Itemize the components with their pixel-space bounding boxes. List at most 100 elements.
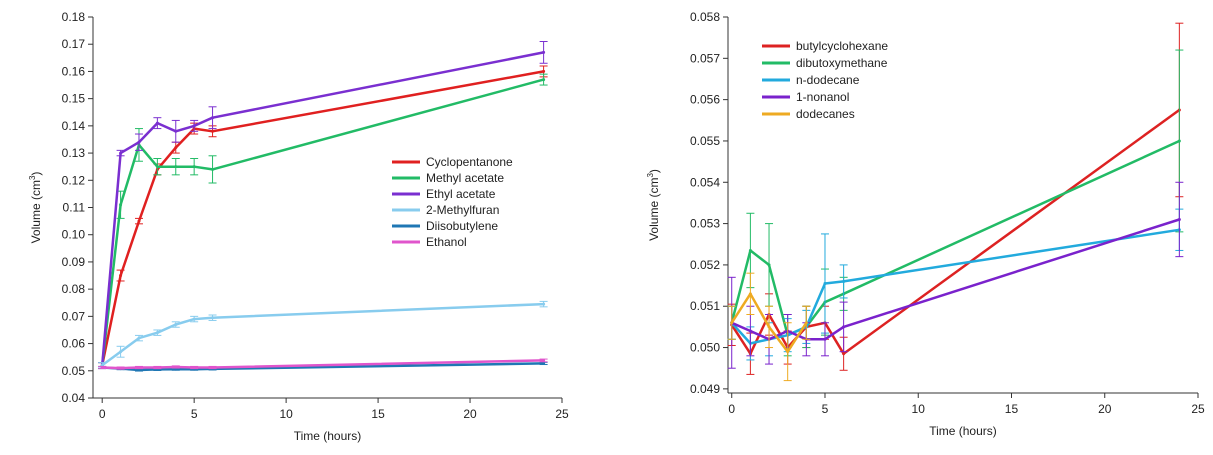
left-y-tick-label: 0.12 (62, 173, 86, 187)
left-y-tick-label: 0.05 (62, 364, 86, 378)
left-data-point (119, 203, 123, 207)
left-data-point (137, 219, 141, 223)
right-y-tick-label: 0.057 (690, 51, 720, 65)
chart-left: 0 5 10 15 20 25 0.04 0.05 0.06 0.07 0.08 0.09 0.10 0.… (28, 10, 569, 443)
left-data-point (137, 368, 141, 372)
left-series-5 (98, 358, 548, 370)
left-legend-label: Ethanol (426, 235, 467, 249)
right-series-line (730, 228, 1181, 345)
left-legend-label: 2-Methylfuran (426, 203, 499, 217)
right-data-point (823, 282, 827, 286)
right-legend-label: n-dodecane (796, 73, 860, 87)
left-legend-label: Diisobutylene (426, 219, 498, 233)
left-data-point (211, 316, 215, 320)
left-legend-label: Methyl acetate (426, 171, 504, 185)
left-data-point (155, 165, 159, 169)
left-y-tick-label: 0.15 (62, 92, 86, 106)
left-legend-label: Cyclopentanone (426, 155, 513, 169)
left-y-tick-label: 0.14 (62, 119, 86, 133)
left-data-point (137, 336, 141, 340)
left-x-tick-label: 0 (99, 407, 106, 421)
left-data-point (137, 140, 141, 144)
left-x-tick-label: 10 (279, 407, 293, 421)
right-x-tick-label: 5 (822, 402, 829, 416)
right-legend-label: 1-nonanol (796, 90, 849, 104)
left-data-point (100, 366, 104, 370)
left-y-tick-label: 0.13 (62, 146, 86, 160)
right-series-4 (727, 272, 811, 382)
left-data-point (192, 366, 196, 370)
left-series-line (100, 78, 545, 367)
right-data-point (748, 248, 752, 252)
left-data-point (174, 365, 178, 369)
left-data-point (542, 50, 546, 54)
right-legend-label: dodecanes (796, 107, 855, 121)
left-y-tick-label: 0.18 (62, 10, 86, 24)
right-y-tick-label: 0.058 (690, 10, 720, 24)
right-series-line (730, 139, 1181, 337)
right-data-point (748, 292, 752, 296)
right-data-point (823, 337, 827, 341)
left-y-tick-label: 0.04 (62, 391, 86, 405)
right-data-point (767, 325, 771, 329)
left-data-point (119, 366, 123, 370)
right-data-point (1177, 139, 1181, 143)
right-data-point (842, 325, 846, 329)
left-data-point (542, 358, 546, 362)
left-y-tick-label: 0.07 (62, 309, 86, 323)
left-data-point (155, 121, 159, 125)
left-data-point (211, 129, 215, 133)
right-y-tick-label: 0.051 (690, 299, 720, 313)
right-data-point (748, 329, 752, 333)
right-data-point (842, 279, 846, 283)
right-data-point (767, 263, 771, 267)
right-x-tick-label: 15 (1005, 402, 1019, 416)
left-y-tick-label: 0.08 (62, 282, 86, 296)
left-data-point (155, 366, 159, 370)
left-data-point (119, 350, 123, 354)
left-data-point (155, 331, 159, 335)
left-series-0 (98, 65, 548, 369)
right-data-point (804, 321, 808, 325)
right-legend-label: dibutoxymethane (796, 56, 888, 70)
right-data-point (730, 321, 734, 325)
left-y-tick-label: 0.09 (62, 255, 86, 269)
left-series-3 (98, 300, 548, 369)
left-y-tick-label: 0.16 (62, 64, 86, 78)
left-y-tick-label: 0.17 (62, 37, 86, 51)
left-data-point (174, 129, 178, 133)
left-data-point (211, 167, 215, 171)
right-y-tick-label: 0.056 (690, 93, 720, 107)
chart-right: 0 5 10 15 20 25 0.049 0.050 0.051 0.052 0.053 0.054… (646, 10, 1205, 438)
right-y-axis-title: Volume (cm3) (646, 169, 661, 241)
left-series-line (100, 51, 545, 367)
left-data-point (542, 361, 546, 365)
left-data-point (174, 165, 178, 169)
right-legend-label: butylcyclohexane (796, 39, 888, 53)
right-y-tick-label: 0.055 (690, 134, 720, 148)
left-series-line (100, 359, 545, 370)
right-x-tick-label: 10 (912, 402, 926, 416)
right-x-axis-title: Time (hours) (929, 424, 997, 438)
left-y-tick-label: 0.06 (62, 337, 86, 351)
right-series-line (730, 218, 1181, 341)
right-x-tick-label: 25 (1191, 402, 1205, 416)
left-y-tick-label: 0.11 (63, 201, 86, 215)
right-data-point (842, 352, 846, 356)
left-data-point (119, 151, 123, 155)
right-x-tick-label: 20 (1098, 402, 1112, 416)
left-data-point (192, 165, 196, 169)
left-series-line (100, 302, 545, 367)
left-data-point (542, 302, 546, 306)
left-data-point (192, 124, 196, 128)
right-y-tick-label: 0.050 (690, 341, 720, 355)
right-data-point (786, 350, 790, 354)
left-data-point (137, 366, 141, 370)
left-data-point (211, 366, 215, 370)
left-data-point (211, 116, 215, 120)
left-data-point (119, 274, 123, 278)
left-x-tick-label: 15 (371, 407, 385, 421)
left-x-axis-title: Time (hours) (294, 429, 362, 443)
left-data-point (174, 146, 178, 150)
